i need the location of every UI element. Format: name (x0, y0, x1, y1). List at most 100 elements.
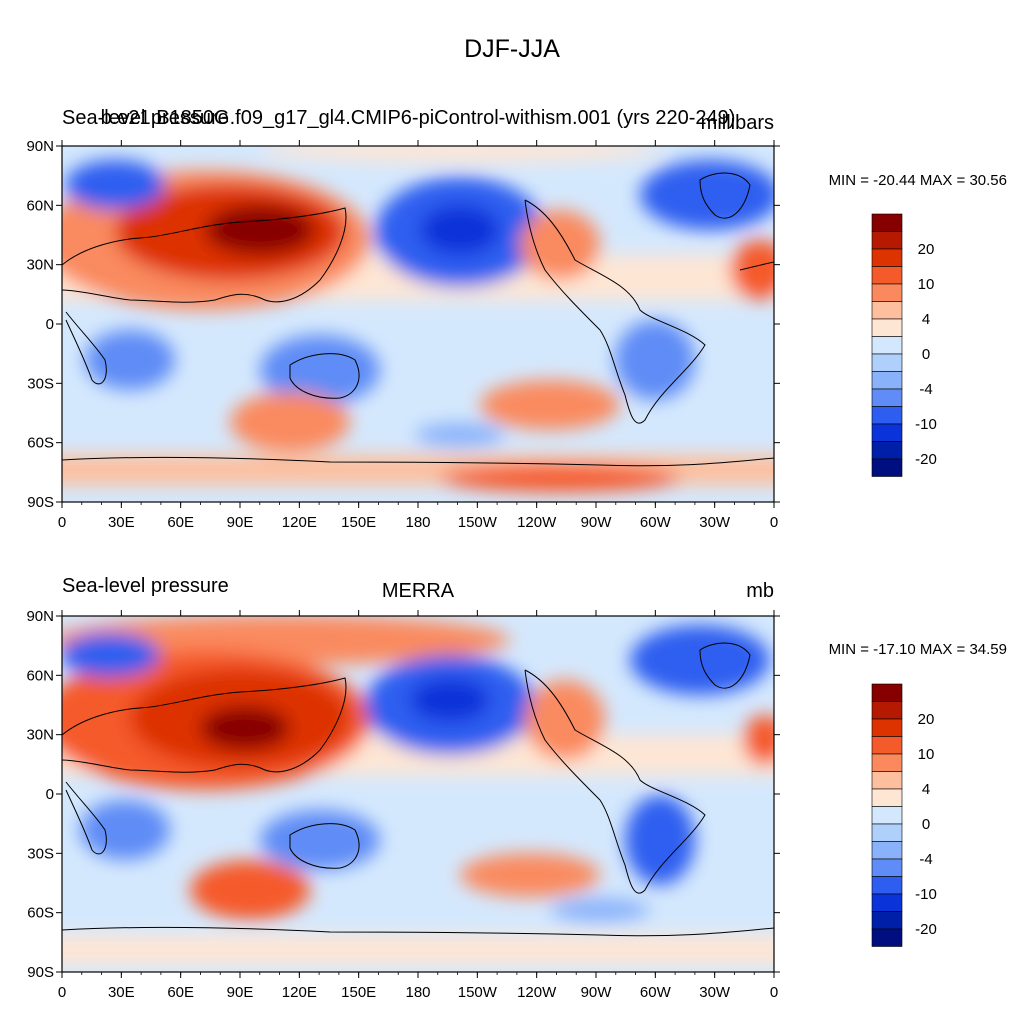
contour-field (62, 616, 774, 972)
lon-tick-label: 0 (58, 984, 66, 1001)
lon-tick-label: 150W (458, 514, 498, 531)
lon-tick-label: 90W (581, 514, 613, 531)
colorbar-label: -4 (919, 851, 932, 868)
lon-tick-label: 0 (770, 514, 778, 531)
colorbar-label: 10 (918, 746, 935, 763)
lon-tick-label: 150E (341, 984, 376, 1001)
colorbar-swatch (871, 928, 903, 947)
panel-merra: Sea-level pressure MERRA mb (26, 575, 1007, 1001)
colorbar-label: 0 (922, 816, 930, 833)
colorbar-swatch (871, 248, 903, 267)
lon-tick-label: 120W (517, 514, 557, 531)
colorbar-label: -20 (915, 451, 937, 468)
colorbar-swatch (871, 893, 903, 912)
lat-tick-label: 60N (26, 197, 54, 214)
colorbar-swatch (871, 876, 903, 895)
colorbar: 20 10 4 0 -4 -10 -20 (871, 683, 937, 947)
lat-tick-label: 30S (27, 845, 54, 862)
lat-tick-label: 60S (27, 435, 54, 452)
lon-tick-label: 0 (58, 514, 66, 531)
figure-title: DJF-JJA (464, 35, 560, 63)
colorbar-swatch (871, 771, 903, 790)
colorbar-swatch (871, 911, 903, 930)
colorbar-swatch (871, 701, 903, 720)
lon-tick-label: 150E (341, 514, 376, 531)
colorbar-label: -10 (915, 416, 937, 433)
colorbar-swatch (871, 736, 903, 755)
lon-tick-label: 180 (405, 514, 430, 531)
colorbar: 20 10 4 0 -4 -10 -20 (871, 213, 937, 477)
colorbar-swatch (871, 823, 903, 842)
colorbar-label: 10 (918, 276, 935, 293)
colorbar-swatch (871, 266, 903, 285)
lon-tick-label: 30W (699, 984, 731, 1001)
lon-tick-label: 180 (405, 984, 430, 1001)
colorbar-label: 4 (922, 311, 930, 328)
lon-tick-label: 120E (282, 984, 317, 1001)
lon-tick-label: 150W (458, 984, 498, 1001)
lon-tick-label: 60E (167, 514, 194, 531)
colorbar-swatch (871, 458, 903, 477)
colorbar-swatch (871, 213, 903, 232)
lon-tick-label: 0 (770, 984, 778, 1001)
lat-tick-label: 90S (27, 494, 54, 511)
panel-right-title: millibars (701, 112, 774, 134)
panel-left-title: Sea-level pressure (62, 575, 229, 597)
panel-right-title: mb (746, 580, 774, 602)
colorbar-label: 20 (918, 711, 935, 728)
colorbar-label: -10 (915, 886, 937, 903)
lat-tick-label: 60N (26, 667, 54, 684)
panel-left-title: Sea-level pressure (62, 107, 229, 129)
lon-tick-label: 120E (282, 514, 317, 531)
panel-model: Sea-level pressure b.e21.B1850G.f09_g17_… (26, 107, 1007, 531)
colorbar-swatch (871, 806, 903, 825)
colorbar-swatch (871, 388, 903, 407)
colorbar-swatch (871, 753, 903, 772)
colorbar-label: -4 (919, 381, 932, 398)
colorbar-swatch (871, 406, 903, 425)
colorbar-swatch (871, 301, 903, 320)
colorbar-label: 20 (918, 241, 935, 258)
colorbar-swatch (871, 718, 903, 737)
min-max-readout: MIN = -17.10 MAX = 34.59 (829, 641, 1007, 658)
coastlines (62, 172, 774, 467)
coastlines (62, 642, 774, 937)
lon-tick-label: 30E (108, 514, 135, 531)
lon-tick-label: 30W (699, 514, 731, 531)
colorbar-swatch (871, 336, 903, 355)
colorbar-swatch (871, 683, 903, 702)
lat-tick-label: 30N (26, 257, 54, 274)
colorbar-label: 0 (922, 346, 930, 363)
lon-tick-label: 60E (167, 984, 194, 1001)
panel-center-title: MERRA (382, 580, 455, 602)
lat-tick-label: 0 (46, 316, 54, 333)
colorbar-swatch (871, 788, 903, 807)
lon-tick-label: 90E (227, 984, 254, 1001)
colorbar-swatch (871, 353, 903, 372)
lon-tick-label: 90E (227, 514, 254, 531)
lon-tick-label: 30E (108, 984, 135, 1001)
colorbar-swatch (871, 858, 903, 877)
lon-tick-label: 120W (517, 984, 557, 1001)
colorbar-label: 4 (922, 781, 930, 798)
lat-tick-label: 0 (46, 786, 54, 803)
lat-tick-label: 30N (26, 727, 54, 744)
contour-field (62, 146, 774, 502)
lon-tick-label: 60W (640, 514, 672, 531)
lat-tick-label: 90N (26, 138, 54, 155)
lat-tick-label: 90S (27, 964, 54, 981)
colorbar-label: -20 (915, 921, 937, 938)
panel-center-title: b.e21.B1850G.f09_g17_gl4.CMIP6-piControl… (101, 107, 736, 129)
lat-tick-label: 30S (27, 375, 54, 392)
colorbar-swatch (871, 841, 903, 860)
lon-tick-label: 90W (581, 984, 613, 1001)
lat-tick-label: 90N (26, 608, 54, 625)
colorbar-swatch (871, 441, 903, 460)
colorbar-swatch (871, 371, 903, 390)
min-max-readout: MIN = -20.44 MAX = 30.56 (829, 172, 1007, 189)
colorbar-swatch (871, 423, 903, 442)
colorbar-swatch (871, 283, 903, 302)
colorbar-swatch (871, 318, 903, 337)
lon-tick-label: 60W (640, 984, 672, 1001)
